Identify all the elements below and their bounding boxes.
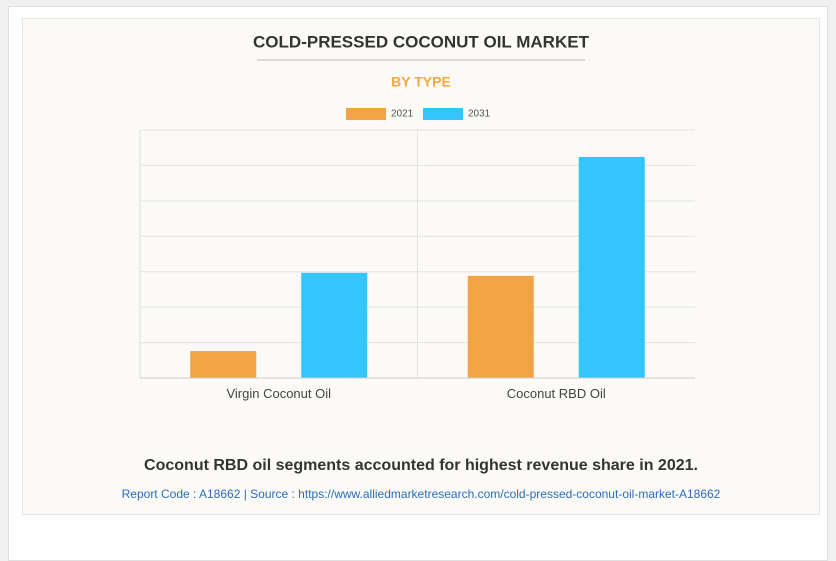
chart-card [22,18,820,515]
x-tick-label: Virgin Coconut Oil [226,386,332,401]
legend-swatch [346,108,386,120]
bar [301,272,368,378]
caption: Coconut RBD oil segments accounted for h… [144,457,698,474]
bar [190,351,257,378]
source: Report Code : A18662 | Source : https://… [122,487,721,501]
bar [467,275,534,378]
legend-label: 2021 [391,109,414,120]
chart-subtitle: BY TYPE [391,74,451,90]
legend-label: 2031 [468,109,491,120]
bar [578,156,645,378]
legend-swatch [423,108,463,120]
chart-title: COLD-PRESSED COCONUT OIL MARKET [253,32,590,51]
x-tick-label: Coconut RBD Oil [506,386,606,401]
